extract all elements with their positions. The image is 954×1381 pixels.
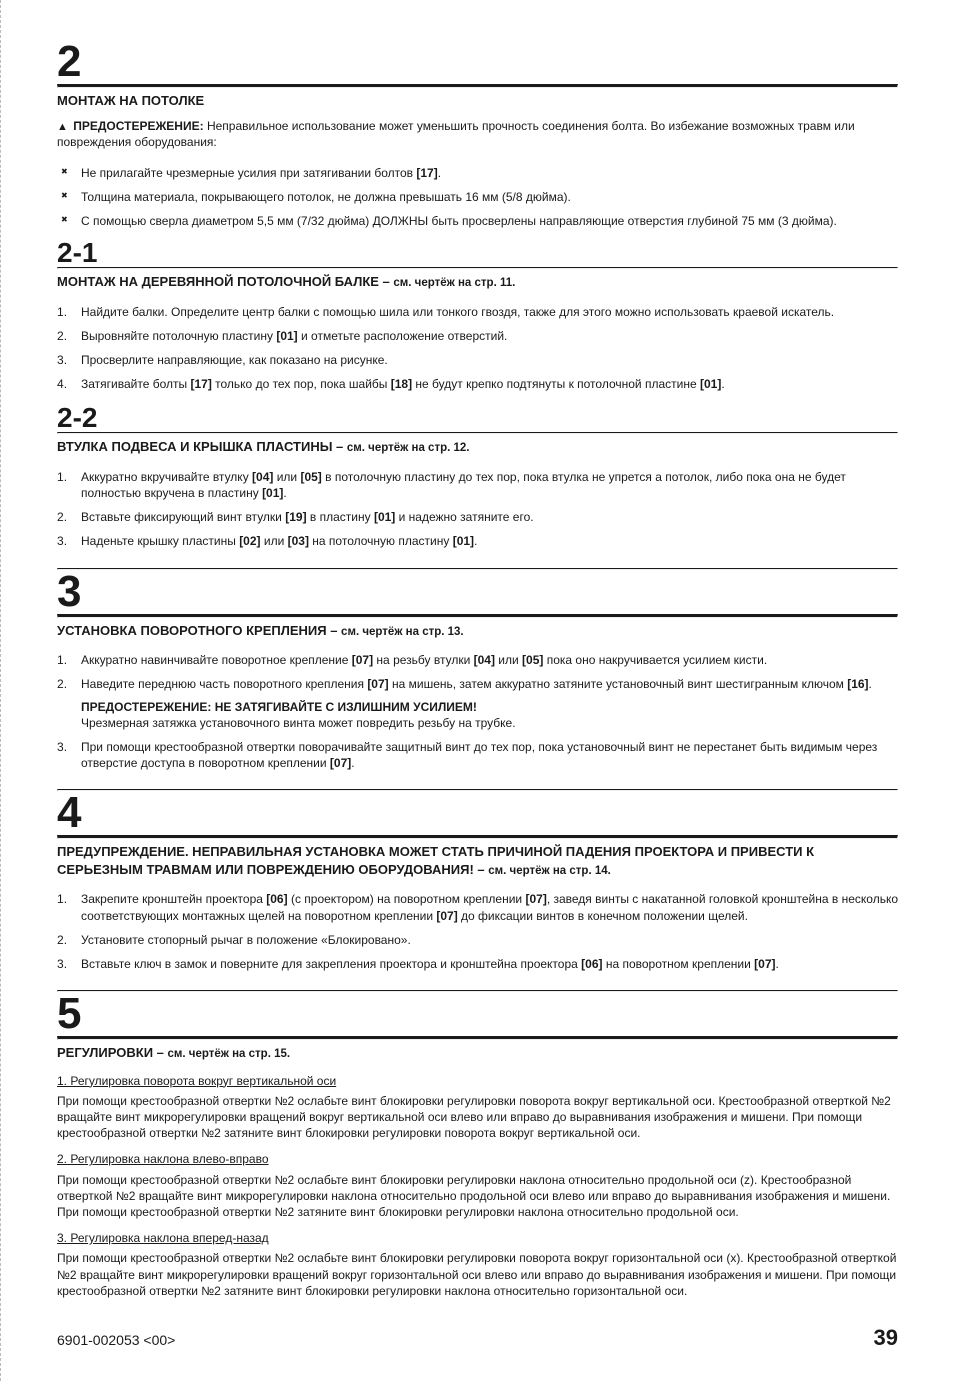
section-5-title: РЕГУЛИРОВКИ – см. чертёж на стр. 15. (57, 1044, 898, 1063)
page-footer: 6901-002053 <00> 39 (57, 1323, 898, 1353)
section-2-2-title: ВТУЛКА ПОДВЕСА И КРЫШКА ПЛАСТИНЫ – см. ч… (57, 438, 898, 457)
warning-label: ПРЕДОСТЕРЕЖЕНИЕ: (73, 119, 203, 133)
section-number-2-2: 2-2 (57, 404, 898, 432)
caution-note: ПРЕДОСТЕРЕЖЕНИЕ: НЕ ЗАТЯГИВАЙТЕ С ИЗЛИШН… (81, 699, 898, 731)
list-item: Наденьте крышку пластины [02] или [03] н… (57, 529, 898, 553)
section-3-list: Аккуратно навинчивайте поворотное крепле… (57, 648, 898, 775)
section-5-sub3: 3. Регулировка наклона вперед-назад (57, 1230, 898, 1246)
list-item: Выровняйте потолочную пластину [01] и от… (57, 324, 898, 348)
page-number: 39 (874, 1323, 898, 1353)
section-number-4: 4 (57, 791, 898, 835)
section-5-p2: При помощи крестообразной отвертки №2 ос… (57, 1172, 898, 1221)
list-item: Затягивайте болты [17] только до тех пор… (57, 372, 898, 396)
rule (57, 432, 898, 434)
rule (57, 614, 898, 618)
rule (57, 1036, 898, 1040)
list-item: Аккуратно вкручивайте втулку [04] или [0… (57, 465, 898, 505)
section-2-1-list: Найдите балки. Определите центр балки с … (57, 300, 898, 397)
list-item: Установите стопорный рычаг в положение «… (57, 928, 898, 952)
section-5-p3: При помощи крестообразной отвертки №2 ос… (57, 1250, 898, 1299)
section-5-p1: При помощи крестообразной отвертки №2 ос… (57, 1093, 898, 1142)
section-5-sub1: 1. Регулировка поворота вокруг вертикаль… (57, 1073, 898, 1089)
section-2-warning: ▲ ПРЕДОСТЕРЕЖЕНИЕ: Неправильное использо… (57, 118, 898, 151)
section-3-title: УСТАНОВКА ПОВОРОТНОГО КРЕПЛЕНИЯ – см. че… (57, 622, 898, 641)
section-number-3: 3 (57, 570, 898, 614)
rule (57, 84, 898, 88)
section-number-2: 2 (57, 40, 898, 84)
list-item: При помощи крестообразной отвертки повор… (57, 735, 898, 775)
list-item: Толщина материала, покрывающего потолок,… (57, 185, 898, 209)
section-number-2-1: 2-1 (57, 239, 898, 267)
list-item: Наведите переднюю часть поворотного креп… (57, 672, 898, 735)
rule (57, 267, 898, 269)
list-item: Не прилагайте чрезмерные усилия при затя… (57, 161, 898, 185)
section-4-title: ПРЕДУПРЕЖДЕНИЕ. НЕПРАВИЛЬНАЯ УСТАНОВКА М… (57, 843, 898, 879)
doc-number: 6901-002053 <00> (57, 1331, 175, 1350)
section-5-sub2: 2. Регулировка наклона влево-вправо (57, 1151, 898, 1167)
list-item: Закрепите кронштейн проектора [06] (с пр… (57, 887, 898, 927)
list-item: Найдите балки. Определите центр балки с … (57, 300, 898, 324)
list-item: Вставьте фиксирующий винт втулки [19] в … (57, 505, 898, 529)
warning-icon: ▲ (57, 121, 68, 133)
section-2-title: МОНТАЖ НА ПОТОЛКЕ (57, 92, 898, 110)
section-4-list: Закрепите кронштейн проектора [06] (с пр… (57, 887, 898, 976)
list-item: Вставьте ключ в замок и поверните для за… (57, 952, 898, 976)
section-2-2-list: Аккуратно вкручивайте втулку [04] или [0… (57, 465, 898, 554)
rule (57, 835, 898, 839)
section-2-1-title: МОНТАЖ НА ДЕРЕВЯННОЙ ПОТОЛОЧНОЙ БАЛКЕ – … (57, 273, 898, 292)
list-item: Просверлите направляющие, как показано н… (57, 348, 898, 372)
list-item: Аккуратно навинчивайте поворотное крепле… (57, 648, 898, 672)
section-2-checklist: Не прилагайте чрезмерные усилия при затя… (57, 161, 898, 234)
list-item: С помощью сверла диаметром 5,5 мм (7/32 … (57, 209, 898, 233)
section-number-5: 5 (57, 992, 898, 1036)
